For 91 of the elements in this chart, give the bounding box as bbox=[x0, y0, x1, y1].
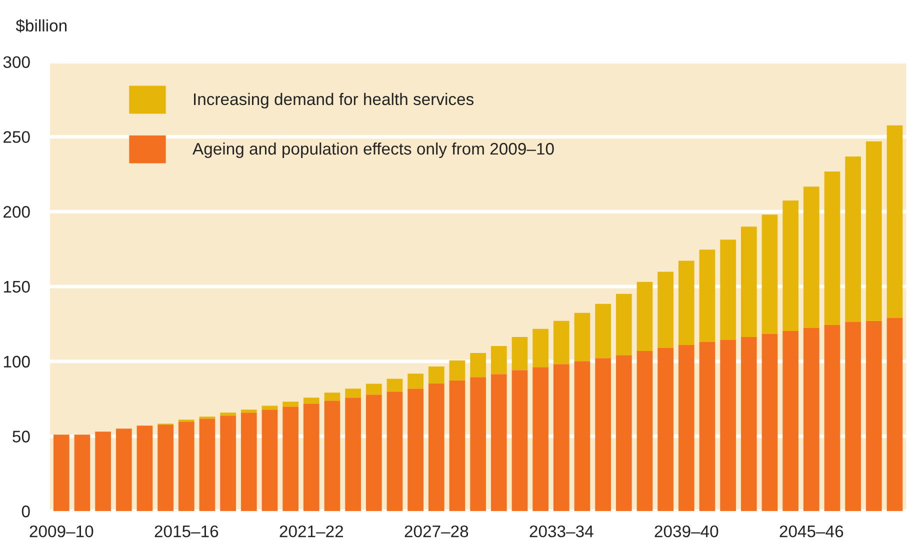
y-tick-label: 50 bbox=[12, 430, 30, 442]
bar bbox=[345, 388, 361, 398]
y-tick-label: 150 bbox=[4, 280, 30, 293]
x-tick-label: 2027–28 bbox=[404, 525, 468, 538]
bar bbox=[553, 364, 570, 512]
y-tick-label: 300 bbox=[3, 56, 30, 68]
bar bbox=[762, 214, 778, 334]
bar bbox=[512, 336, 528, 370]
bar bbox=[116, 428, 132, 512]
y-tick-label: 250 bbox=[4, 131, 30, 143]
bar bbox=[74, 434, 90, 512]
bar bbox=[636, 282, 653, 352]
bar bbox=[866, 141, 882, 321]
bar bbox=[512, 370, 528, 512]
bar bbox=[428, 383, 444, 512]
bar bbox=[386, 392, 403, 512]
bar bbox=[408, 388, 424, 512]
x-tick-label: 2015–16 bbox=[154, 525, 218, 538]
bar bbox=[720, 240, 736, 340]
bar bbox=[782, 200, 798, 331]
bar bbox=[282, 406, 298, 512]
bar bbox=[886, 125, 903, 318]
bar bbox=[324, 400, 340, 512]
x-tick-label: 2045–46 bbox=[780, 525, 844, 538]
bar bbox=[366, 384, 382, 395]
y-tick-label: 100 bbox=[4, 356, 30, 368]
bar bbox=[658, 348, 674, 512]
bar bbox=[720, 340, 736, 512]
bar bbox=[824, 171, 840, 325]
bar bbox=[699, 250, 716, 342]
bar bbox=[428, 366, 444, 384]
bar bbox=[240, 412, 257, 512]
bar bbox=[490, 374, 507, 512]
bar bbox=[740, 226, 757, 337]
bar bbox=[262, 406, 278, 410]
bar bbox=[782, 330, 798, 512]
bar bbox=[574, 312, 590, 362]
bar bbox=[386, 378, 403, 392]
bar bbox=[178, 422, 194, 512]
bar bbox=[345, 398, 361, 512]
bar bbox=[282, 402, 298, 407]
bar bbox=[762, 334, 778, 512]
bar bbox=[95, 432, 111, 512]
bar bbox=[616, 355, 632, 512]
bar bbox=[553, 320, 570, 364]
bar bbox=[449, 360, 466, 380]
bar bbox=[408, 374, 424, 389]
bar bbox=[886, 318, 903, 512]
y-tick-label: 0 bbox=[22, 506, 30, 518]
bar bbox=[532, 328, 548, 368]
bar bbox=[616, 294, 632, 356]
legend-label: Ageing and population effects only from 2009–10 bbox=[192, 142, 554, 158]
bar bbox=[532, 367, 548, 512]
bar bbox=[366, 394, 382, 512]
bar bbox=[158, 424, 174, 512]
bar bbox=[824, 324, 840, 512]
bar bbox=[136, 426, 153, 512]
bar bbox=[595, 304, 611, 358]
bar bbox=[449, 380, 466, 512]
bar bbox=[303, 398, 320, 404]
bar bbox=[470, 352, 486, 378]
bar bbox=[803, 186, 820, 328]
bar bbox=[595, 358, 611, 512]
bar bbox=[845, 322, 861, 512]
x-tick-label: 2021–22 bbox=[280, 525, 344, 538]
bar bbox=[324, 392, 340, 401]
bar bbox=[199, 418, 216, 512]
x-tick-label: 2009–10 bbox=[30, 525, 94, 538]
bar bbox=[845, 156, 861, 322]
bar bbox=[699, 342, 716, 512]
bar bbox=[740, 336, 757, 512]
bar bbox=[803, 328, 820, 512]
bar bbox=[53, 434, 70, 512]
bar bbox=[678, 345, 694, 512]
bar bbox=[240, 410, 257, 413]
bar bbox=[866, 320, 882, 512]
bar bbox=[220, 412, 236, 416]
bar bbox=[678, 260, 694, 346]
bar bbox=[574, 361, 590, 512]
bar bbox=[470, 377, 486, 512]
y-axis-title: $billion bbox=[16, 19, 66, 33]
bar bbox=[636, 351, 653, 512]
bar bbox=[303, 404, 320, 512]
bar bbox=[220, 416, 236, 512]
y-tick-label: 200 bbox=[4, 206, 30, 218]
x-tick-label: 2033–34 bbox=[530, 525, 594, 538]
x-tick-label: 2039–40 bbox=[654, 525, 718, 538]
legend-label: Increasing demand for health services bbox=[194, 92, 474, 108]
bar bbox=[658, 272, 674, 348]
bar bbox=[490, 346, 507, 374]
bar bbox=[262, 410, 278, 512]
